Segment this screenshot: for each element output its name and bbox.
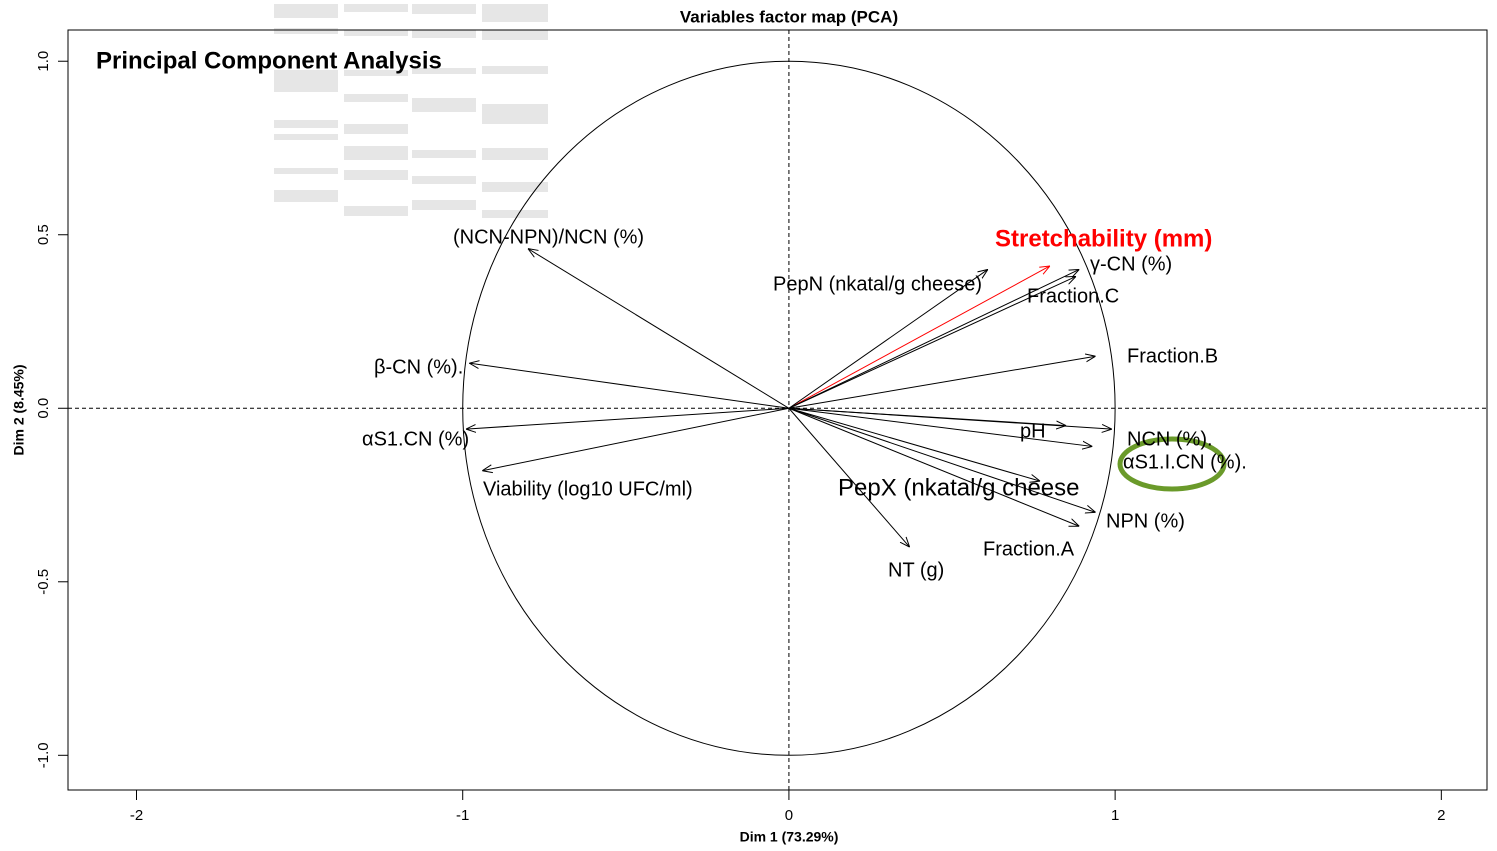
variable-arrow	[788, 276, 1076, 409]
gel-image	[274, 4, 548, 218]
variable-label: γ-CN (%)	[1090, 253, 1172, 275]
variable-label: Viability (log10 UFC/ml)	[483, 478, 693, 500]
x-tick-label: 2	[1437, 807, 1445, 824]
variable-arrow	[788, 407, 1040, 481]
variable-arrow	[788, 407, 1096, 512]
y-axis-title: Dim 2 (8.45%)	[11, 364, 27, 455]
plot-frame	[67, 29, 1488, 791]
y-tick-label: -0.5	[35, 569, 52, 595]
variable-label: PepX (nkatal/g cheese	[838, 474, 1080, 501]
x-tick-label: 0	[785, 807, 793, 824]
variable-label: β-CN (%).	[374, 356, 463, 378]
variable-arrow	[482, 407, 790, 470]
variable-arrow	[788, 266, 1050, 409]
variable-arrow	[788, 407, 1079, 526]
overlay-title: Principal Component Analysis	[96, 47, 442, 74]
variable-label: NPN (%)	[1106, 510, 1185, 532]
variable-arrow	[469, 363, 789, 409]
variable-arrow	[788, 269, 1079, 409]
variable-label: PepN (nkatal/g cheese)	[773, 273, 982, 295]
variable-label: αS1.I.CN (%).	[1123, 451, 1247, 473]
variable-label: pH	[1020, 420, 1046, 442]
y-tick-label: 0.0	[35, 398, 52, 419]
variable-arrow	[528, 249, 790, 409]
y-tick-label: 0.5	[35, 224, 52, 245]
variable-arrow	[466, 407, 789, 429]
y-tick-label: -1.0	[35, 742, 52, 768]
x-tick-label: -1	[456, 807, 469, 824]
variable-arrow	[788, 407, 1112, 429]
variable-arrow	[788, 407, 910, 547]
chart-title: Variables factor map (PCA)	[680, 7, 898, 26]
variable-arrow	[788, 269, 988, 409]
variable-label: Fraction.A	[983, 538, 1075, 560]
variable-label: Fraction.B	[1127, 345, 1218, 367]
variable-label: αS1.CN (%)	[362, 428, 469, 450]
variable-label: NT (g)	[888, 559, 944, 581]
x-tick-label: -2	[130, 807, 143, 824]
highlight-ellipse	[1117, 436, 1227, 492]
variable-label: (NCN-NPN)/NCN (%)	[453, 226, 644, 248]
variable-label: Fraction.C	[1027, 285, 1119, 307]
variable-label: NCN (%).	[1127, 428, 1213, 450]
variable-arrow	[788, 407, 1092, 446]
x-tick-label: 1	[1111, 807, 1119, 824]
x-axis-title: Dim 1 (73.29%)	[740, 829, 839, 845]
variable-arrow	[788, 356, 1096, 409]
variable-label: Stretchability (mm)	[995, 225, 1212, 252]
y-tick-label: 1.0	[35, 51, 52, 72]
correlation-circle	[462, 60, 1116, 756]
